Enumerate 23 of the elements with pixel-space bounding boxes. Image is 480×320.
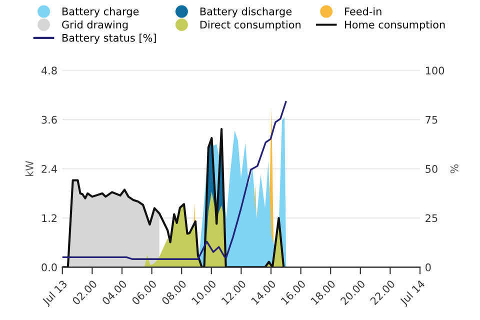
- y-tick-label: 3.6: [42, 116, 57, 124]
- y2-tick-label: 50: [426, 165, 438, 173]
- legend-label: Battery discharge: [200, 7, 292, 18]
- x-tick-label: Jul 13: [41, 280, 69, 308]
- legend-label: Battery charge: [62, 7, 139, 18]
- y-tick-label: 0.0: [42, 263, 57, 272]
- y-tick-label: 1.2: [42, 214, 56, 222]
- x-tick-label: Jul 14: [399, 279, 427, 308]
- y2-tick-label: 25: [426, 214, 438, 222]
- y-tick-label: 2.4: [42, 165, 57, 173]
- y2-tick-label: 75: [426, 116, 438, 124]
- line-series: [62, 101, 287, 260]
- legend-label: Grid drawing: [62, 20, 128, 31]
- y-axis-title: kW: [25, 160, 34, 176]
- legend-label: Feed-in: [345, 7, 382, 16]
- legend-label: Battery status [%]: [62, 34, 156, 44]
- line-series: [62, 128, 285, 268]
- y2-tick-label: 0: [426, 263, 431, 272]
- y-tick-label: 4.8: [41, 66, 57, 75]
- legend-label: Direct consumption: [200, 20, 300, 31]
- y2-axis-title: %: [450, 164, 458, 174]
- legend-label: Home consumption: [345, 20, 445, 31]
- y2-tick-label: 100: [426, 66, 444, 75]
